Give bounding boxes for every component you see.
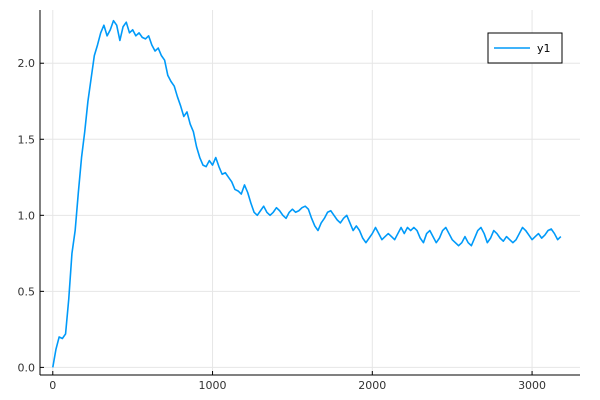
x-ticks: 0 1000 2000 3000 [49,371,546,392]
y-tick-label: 0.0 [18,361,36,374]
y-tick-label: 1.5 [18,133,36,146]
x-tick-label: 3000 [518,379,546,392]
x-tick-label: 1000 [199,379,227,392]
y-tick-label: 0.5 [18,285,36,298]
y-tick-label: 1.0 [18,209,36,222]
legend-label-y1: y1 [537,42,551,55]
axes [39,10,580,376]
series-line-y1 [51,19,562,368]
y-ticks: 0.0 0.5 1.0 1.5 2.0 [18,57,44,374]
grid [40,10,580,375]
x-tick-label: 0 [49,379,56,392]
y-tick-label: 2.0 [18,57,36,70]
series-layer [51,19,562,368]
legend: y1 [487,32,563,64]
x-tick-label: 2000 [358,379,386,392]
